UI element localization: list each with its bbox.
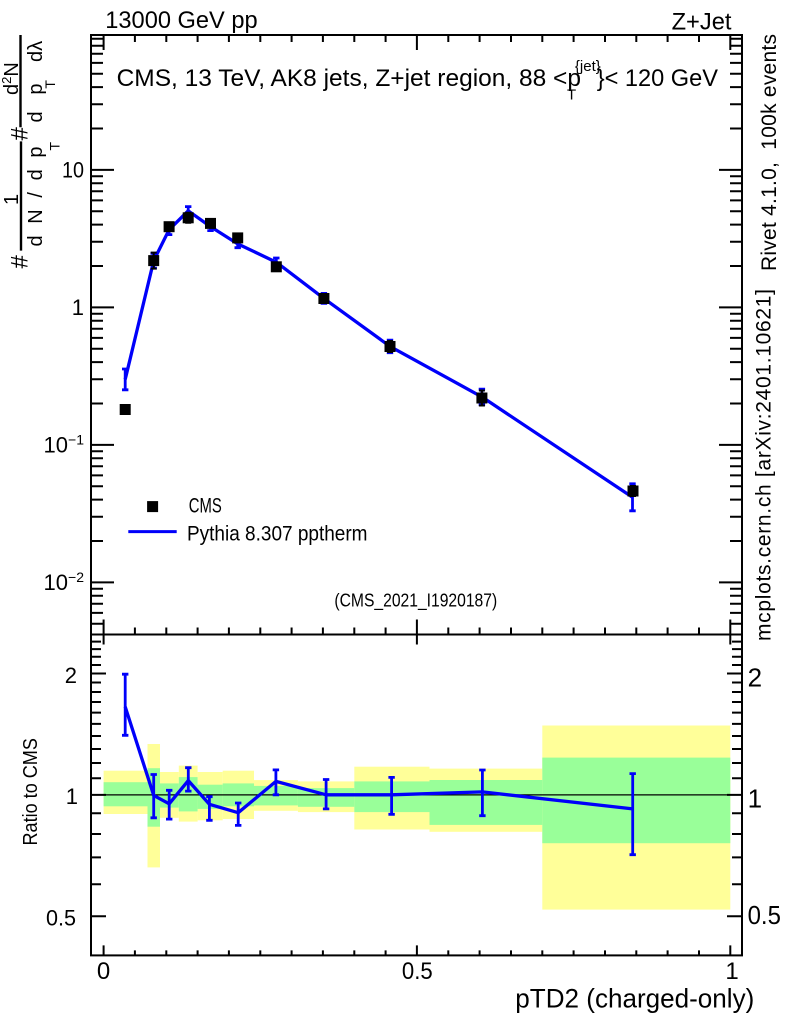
svg-text:10: 10 xyxy=(62,158,84,183)
svg-text:1: 1 xyxy=(748,783,762,813)
svg-text:d p: d p xyxy=(25,84,47,123)
svg-text:d N / d p: d N / d p xyxy=(25,147,47,247)
svg-text:CMS, 13 TeV, AK8 jets, Z+jet r: CMS, 13 TeV, AK8 jets, Z+jet region, 88 … xyxy=(117,65,581,92)
svg-text:{jet}: {jet} xyxy=(575,58,601,75)
svg-text:13000 GeV pp: 13000 GeV pp xyxy=(105,7,257,34)
svg-text:#: # xyxy=(7,127,34,141)
svg-text:pTD2 (charged-only): pTD2 (charged-only) xyxy=(515,984,754,1014)
svg-text:Rivet 4.1.0, 100k events: Rivet 4.1.0, 100k events xyxy=(758,34,781,271)
svg-text:0.5: 0.5 xyxy=(46,906,76,931)
svg-text:0.5: 0.5 xyxy=(748,900,781,930)
svg-text:T: T xyxy=(42,80,58,89)
svg-text:Ratio to CMS: Ratio to CMS xyxy=(20,738,42,845)
svg-text:Pythia 8.307 pptherm: Pythia 8.307 pptherm xyxy=(187,522,368,545)
svg-text:Z+Jet: Z+Jet xyxy=(672,9,732,36)
svg-text:1: 1 xyxy=(1,194,23,205)
svg-text:1: 1 xyxy=(66,784,78,809)
svg-text:T: T xyxy=(47,142,63,151)
svg-text:2: 2 xyxy=(748,662,762,692)
svg-text:1: 1 xyxy=(72,295,84,320)
svg-text:T: T xyxy=(567,87,576,104)
svg-text:0.5: 0.5 xyxy=(402,958,433,985)
svg-text:1: 1 xyxy=(725,958,738,985)
svg-text:CMS: CMS xyxy=(189,495,222,518)
svg-text:2: 2 xyxy=(65,663,77,688)
svg-text:dλ: dλ xyxy=(25,41,47,62)
svg-text:d2N: d2N xyxy=(0,62,23,95)
svg-text:mcplots.cern.ch [arXiv:2401.10: mcplots.cern.ch [arXiv:2401.10621] xyxy=(753,289,776,641)
svg-text:}< 120 GeV: }< 120 GeV xyxy=(597,65,718,92)
svg-text:(CMS_2021_I1920187): (CMS_2021_I1920187) xyxy=(334,591,497,612)
svg-text:#: # xyxy=(7,255,34,269)
svg-text:0: 0 xyxy=(97,958,110,985)
